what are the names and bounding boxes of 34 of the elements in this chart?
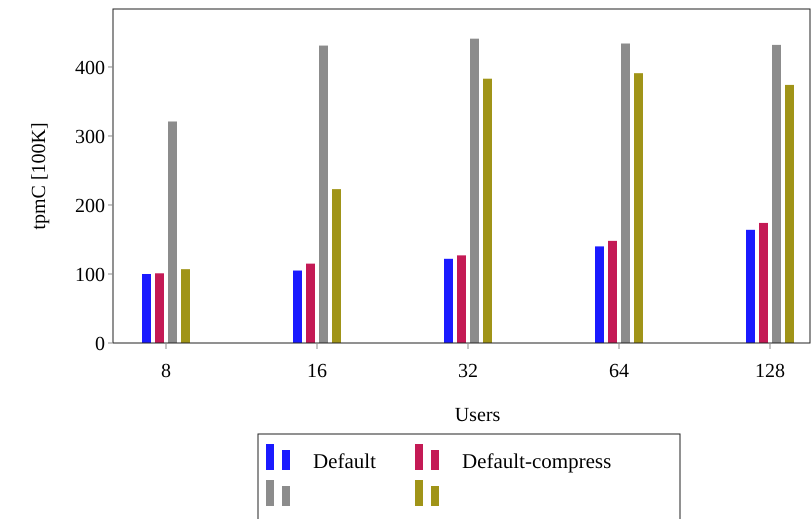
y-axis-title: tpmC [100K] <box>28 122 50 230</box>
y-tick-label: 200 <box>75 194 105 217</box>
bar <box>634 73 643 343</box>
x-axis-title: Users <box>454 404 500 426</box>
legend-label: Default <box>313 449 376 473</box>
x-tick-label: 128 <box>755 360 785 382</box>
y-tick-label: 100 <box>75 264 105 286</box>
legend-label: Default-compress <box>462 449 612 473</box>
bar <box>168 121 177 343</box>
x-tick-label: 8 <box>161 360 171 382</box>
y-tick-label: 400 <box>75 56 105 79</box>
bar <box>319 46 328 343</box>
bar <box>483 78 492 343</box>
bar <box>142 274 151 343</box>
bar <box>772 44 781 343</box>
bar <box>444 258 453 343</box>
bar <box>595 246 604 343</box>
bar <box>293 270 302 343</box>
bar <box>608 240 617 343</box>
bar <box>621 44 630 343</box>
x-tick-label: 32 <box>458 360 478 382</box>
bar <box>332 189 341 343</box>
bar <box>457 255 466 343</box>
x-tick-label: 64 <box>609 360 629 382</box>
bar <box>181 269 190 343</box>
bar <box>306 264 315 343</box>
y-tick-label: 300 <box>75 126 105 148</box>
bar <box>155 273 164 343</box>
bar <box>785 84 794 343</box>
x-tick-label: 16 <box>307 360 327 382</box>
bar <box>746 230 755 343</box>
bar <box>470 38 479 343</box>
bar <box>759 222 768 343</box>
y-tick-label: 0 <box>95 333 105 355</box>
